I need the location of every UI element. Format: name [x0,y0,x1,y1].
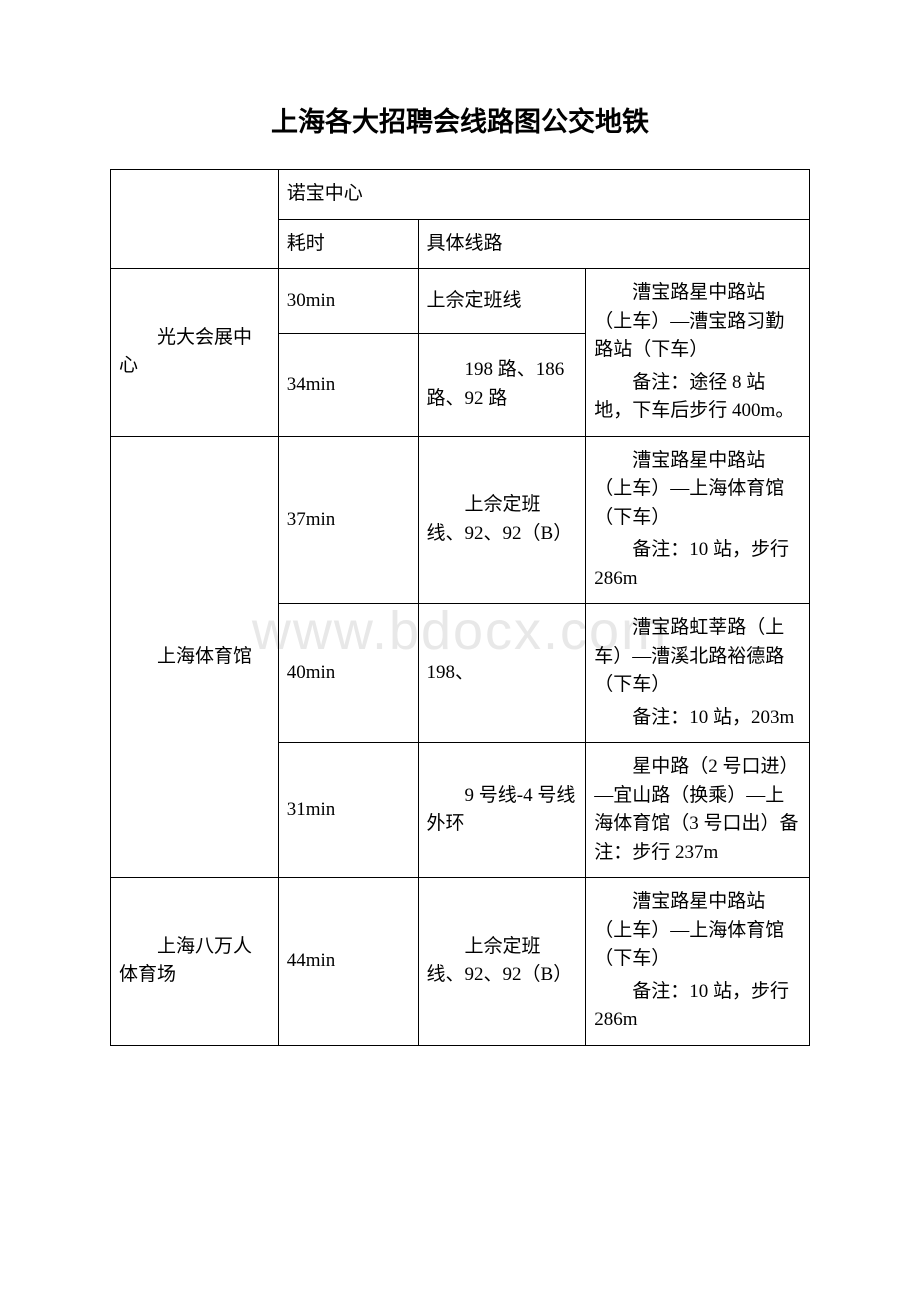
header-center: 诺宝中心 [278,170,809,220]
detail-cell: 星中路（2 号口进）—宜山路（换乘）—上海体育馆（3 号口出）备注：步行 237… [586,743,810,878]
header-empty [111,170,279,269]
dest-cell: 光大会展中心 [111,269,279,437]
table-row: 上海体育馆 37min 上佘定班线、92、92（B） 漕宝路星中路站（上车）—上… [111,436,810,604]
time-cell: 37min [278,436,418,604]
time-cell: 30min [278,269,418,334]
header-route: 具体线路 [418,219,809,269]
time-cell: 31min [278,743,418,878]
document-title: 上海各大招聘会线路图公交地铁 [110,100,810,139]
line-cell: 上佘定班线、92、92（B） [418,436,586,604]
header-time: 耗时 [278,219,418,269]
dest-cell: 上海体育馆 [111,436,279,878]
table-row: 光大会展中心 30min 上佘定班线 漕宝路星中路站（上车）—漕宝路习勤路站（下… [111,269,810,334]
line-cell: 上佘定班线、92、92（B） [418,878,586,1046]
table-row: 上海八万人体育场 44min 上佘定班线、92、92（B） 漕宝路星中路站（上车… [111,878,810,1046]
line-cell: 9 号线-4 号线外环 [418,743,586,878]
time-cell: 40min [278,604,418,743]
line-cell: 上佘定班线 [418,269,586,334]
detail-cell: 漕宝路星中路站（上车）—漕宝路习勤路站（下车） 备注：途径 8 站地，下车后步行… [586,269,810,437]
line-cell: 198、 [418,604,586,743]
route-table: 诺宝中心 耗时 具体线路 光大会展中心 30min 上佘定班线 漕宝路星中路站（… [110,169,810,1046]
detail-cell: 漕宝路虹莘路（上车）—漕溪北路裕德路（下车） 备注：10 站，203m [586,604,810,743]
time-cell: 34min [278,334,418,436]
table-header-row: 诺宝中心 [111,170,810,220]
dest-cell: 上海八万人体育场 [111,878,279,1046]
line-cell: 198 路、186 路、92 路 [418,334,586,436]
detail-cell: 漕宝路星中路站（上车）—上海体育馆（下车） 备注：10 站，步行 286m [586,436,810,604]
time-cell: 44min [278,878,418,1046]
detail-cell: 漕宝路星中路站（上车）—上海体育馆（下车） 备注：10 站，步行 286m [586,878,810,1046]
